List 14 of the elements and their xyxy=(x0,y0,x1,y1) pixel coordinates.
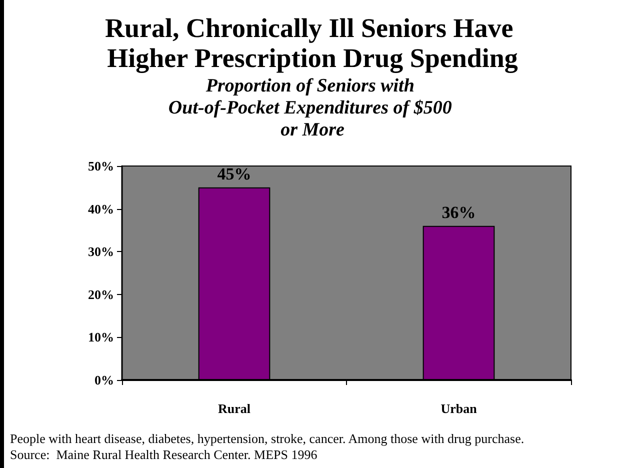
data-label: 36% xyxy=(442,202,476,222)
chart-title: Rural, Chronically Ill Seniors Have Higher Prescription Drug Spending xyxy=(104,13,520,73)
text: People with heart disease, diabetes, hypertension, stroke, cancer. Among those with drug purchase. xyxy=(10,431,524,446)
y-tick-label: 40% xyxy=(88,201,114,216)
y-tick-label: 20% xyxy=(88,286,114,302)
x-tick-label: Urban xyxy=(440,401,478,416)
chart-subtitle: Proportion of Seniors with Out-of-Pocket Expenditures of $500 or More xyxy=(168,76,457,140)
data-label: 45% xyxy=(217,164,252,184)
y-tick-label: 50% xyxy=(88,158,114,174)
x-tick-label: Rural xyxy=(218,401,251,416)
y-tick-label: 10% xyxy=(88,330,114,345)
y-tick-label: 30% xyxy=(88,244,114,260)
source-note: Source: Maine Rural Health Research Center. MEPS 1996 xyxy=(10,447,318,462)
y-tick-label: 0% xyxy=(94,372,114,388)
